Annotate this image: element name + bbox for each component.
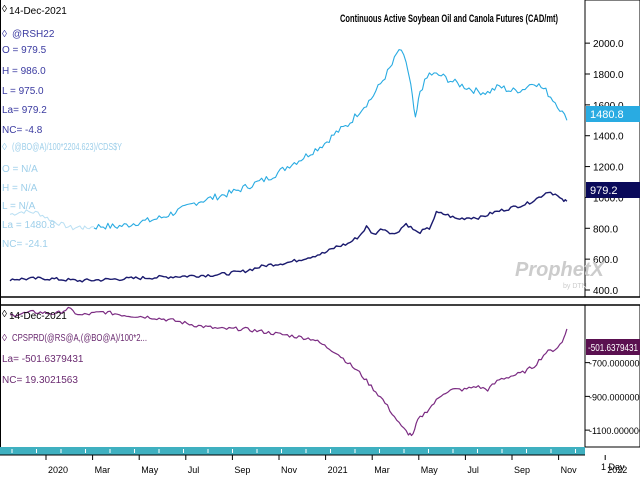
spread-marker-icon[interactable]: ◊	[2, 333, 7, 344]
x-tick-label: Jul	[467, 465, 479, 475]
x-tick-label: May	[141, 465, 159, 475]
spread-last-tag: -501.6379431	[586, 339, 640, 355]
lower-y-tick-label: -700.0000000	[589, 359, 640, 369]
symbol2-low: L = N/A	[2, 201, 36, 212]
oil-last-tag: 1480.8	[586, 106, 640, 122]
x-tick-label: Mar	[95, 465, 111, 475]
watermark-sub: by DTN	[563, 283, 587, 290]
symbol1-open: O = 979.5	[2, 45, 47, 56]
x-tick-label: Nov	[561, 465, 578, 475]
upper-plot-area	[0, 0, 585, 297]
spread-last-tag-text: -501.6379431	[588, 343, 638, 354]
lower-y-tick-label: -1100.0000000	[589, 426, 640, 436]
symbol1-change: NC= -4.8	[2, 125, 43, 136]
x-tick-label: Sep	[234, 465, 250, 475]
symbol2-change: NC= -24.1	[2, 239, 48, 250]
lower-collapse-icon[interactable]: ◊	[2, 309, 7, 320]
upper-y-tick-label: 1800.0	[593, 70, 624, 81]
symbol1-low: L = 975.0	[2, 86, 44, 97]
symbol1-high: H = 986.0	[2, 66, 46, 77]
upper-y-tick-label: 1000.0	[593, 193, 624, 204]
symbol2-open: O = N/A	[2, 164, 38, 175]
upper-y-tick-label: 400.0	[593, 286, 618, 297]
x-tick-label: 2022	[607, 465, 627, 475]
symbol2-marker-icon[interactable]: ◊	[2, 142, 7, 153]
symbol2-label: (@BO@A)/100*2204.623)/CDS$Y	[12, 142, 122, 153]
watermark-logo: ProphetX	[515, 259, 606, 281]
x-tick-label: Nov	[281, 465, 298, 475]
lower-date: 14-Dec-2021	[9, 311, 67, 322]
period-label[interactable]: 1 Day	[601, 462, 625, 472]
canola-series	[9, 191, 568, 283]
upper-y-tick-label: 600.0	[593, 255, 618, 266]
lower-plot-area	[0, 305, 585, 447]
symbol2-high: H = N/A	[2, 183, 38, 194]
x-tick-label: May	[421, 465, 439, 475]
lower-legend: ◊ 14-Dec-2021 ◊ CPSPRD(@RS@A,(@BO@A)/100…	[2, 309, 147, 386]
upper-price-axis[interactable]	[584, 0, 640, 298]
chart-title: Continuous Active Soybean Oil and Canola…	[340, 13, 558, 25]
symbol2-last: La = 1480.8	[2, 220, 56, 231]
upper-y-tick-label: 2000.0	[593, 39, 624, 50]
spread-last: La= -501.6379431	[2, 354, 84, 365]
spread-change: NC= 19.3021563	[2, 375, 78, 386]
time-scrollbar[interactable]	[0, 447, 585, 455]
x-tick-label: Mar	[374, 465, 390, 475]
time-axis-strip	[0, 455, 640, 480]
x-tick-label: Jul	[188, 465, 200, 475]
upper-y-tick-label: 1400.0	[593, 132, 624, 143]
soybean-oil-series-faded	[9, 209, 94, 231]
symbol1-last: La= 979.2	[2, 105, 47, 116]
spread-label: CPSPRD(@RS@A,(@BO@A)/100*2...	[12, 333, 147, 344]
upper-y-tick-label: 1200.0	[593, 163, 624, 174]
upper-collapse-icon[interactable]: ◊	[2, 4, 7, 15]
symbol1-marker-icon[interactable]: ◊	[2, 29, 7, 40]
x-tick-label: 2020	[48, 465, 68, 475]
canola-last-tag-text: 979.2	[590, 185, 618, 197]
lower-y-tick-label: -900.0000000	[589, 392, 640, 402]
soybean-oil-series	[93, 49, 568, 230]
scrollbar-ticks	[11, 449, 576, 453]
spread-series	[9, 306, 568, 437]
symbol1-label: @RSH22	[12, 29, 55, 40]
oil-last-tag-text: 1480.8	[590, 109, 624, 121]
upper-y-tick-label: 800.0	[593, 224, 618, 235]
canola-last-tag: 979.2	[586, 182, 640, 198]
x-tick-label: 2021	[328, 465, 348, 475]
upper-legend: ◊ 14-Dec-2021 ◊ @RSH22 O = 979.5 H = 986…	[2, 4, 122, 250]
x-tick-label: Sep	[514, 465, 530, 475]
upper-date: 14-Dec-2021	[9, 6, 67, 17]
